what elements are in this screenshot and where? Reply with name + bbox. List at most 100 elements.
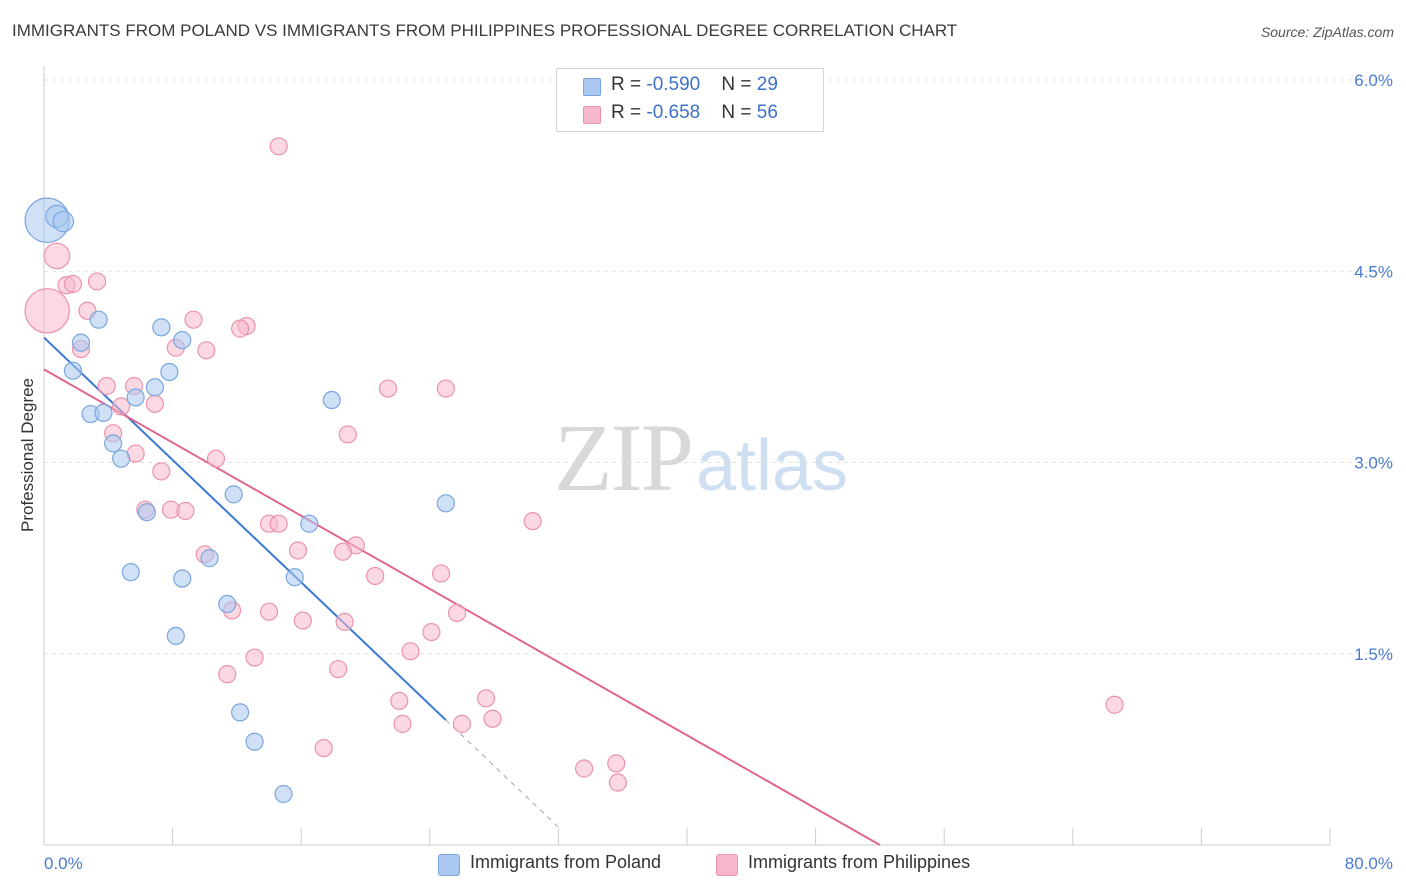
legend-r-label: R =	[611, 102, 647, 123]
philippines-point	[483, 709, 502, 728]
philippines-point	[575, 759, 594, 778]
philippines-point	[197, 341, 216, 360]
poland-point	[322, 390, 341, 410]
y-tick-label: 1.5%	[1354, 645, 1393, 664]
poland-point	[126, 388, 145, 407]
philippines-point	[608, 773, 627, 792]
philippines-point	[145, 394, 165, 413]
philippines-point	[24, 288, 70, 334]
legend-n-value: 29	[756, 74, 778, 95]
poland-legend-label: Immigrants from Poland	[470, 852, 662, 872]
data-points	[24, 137, 1124, 804]
philippines-point	[231, 319, 250, 338]
poland-point	[112, 449, 131, 468]
poland-point	[436, 494, 455, 513]
philippines-point	[335, 612, 354, 631]
gridlines	[44, 79, 1380, 655]
poland-point	[137, 503, 156, 522]
poland-point	[166, 626, 185, 646]
legend-n-label: N =	[721, 102, 757, 123]
poland-point	[94, 403, 113, 422]
poland-point	[52, 210, 75, 233]
poland-swatch	[583, 78, 601, 96]
philippines-point	[288, 541, 308, 560]
legend-r-value: -0.658	[646, 102, 701, 123]
philippines-point	[218, 665, 237, 684]
y-tick-label: 6.0%	[1354, 71, 1393, 90]
philippines-point	[314, 738, 333, 758]
philippines-point	[436, 379, 455, 398]
philippines-legend-swatch	[716, 854, 738, 876]
philippines-point	[184, 310, 203, 329]
y-tick-label: 4.5%	[1354, 262, 1393, 281]
philippines-point	[393, 714, 412, 733]
poland-point	[300, 514, 319, 533]
philippines-point	[448, 603, 467, 623]
philippines-point	[338, 425, 357, 444]
poland-point	[71, 333, 91, 352]
philippines-point	[97, 376, 116, 396]
philippines-point	[269, 137, 288, 156]
poland-point	[104, 434, 123, 453]
tick-labels: 1.5% 3.0% 4.5% 6.0% 0.0% 80.0%	[44, 71, 1393, 873]
philippines-point	[87, 272, 107, 291]
philippines-point	[378, 379, 398, 398]
x-tick-label: 80.0%	[1345, 854, 1393, 873]
poland-point	[145, 378, 165, 397]
philippines-point	[176, 501, 195, 521]
watermark: ZIPatlas	[554, 402, 848, 513]
poland-point	[160, 362, 179, 382]
poland-point	[245, 732, 264, 751]
y-tick-label: 3.0%	[1354, 454, 1393, 473]
philippines-point	[293, 611, 312, 630]
philippines-point	[476, 689, 496, 708]
philippines-swatch	[583, 106, 601, 124]
legend-n-value: 56	[756, 102, 778, 123]
philippines-legend-label: Immigrants from Philippines	[748, 852, 971, 872]
poland-point	[224, 485, 243, 504]
philippines-point	[329, 659, 348, 679]
source-label: Source: ZipAtlas.com	[1260, 24, 1394, 40]
chart-title: IMMIGRANTS FROM POLAND VS IMMIGRANTS FRO…	[12, 21, 958, 40]
legend-r-value: -0.590	[646, 74, 701, 95]
philippines-point	[333, 542, 353, 561]
poland-point	[285, 568, 304, 587]
philippines-point	[401, 642, 420, 661]
philippines-point	[1105, 695, 1124, 714]
philippines-point	[431, 564, 451, 583]
poland-point	[173, 569, 192, 588]
philippines-point	[452, 714, 472, 733]
philippines-point	[63, 274, 83, 294]
philippines-point	[245, 648, 264, 667]
axes	[43, 66, 1331, 846]
watermark-atlas: atlas	[696, 426, 849, 506]
legend-r-label: R =	[611, 74, 647, 95]
poland-point	[121, 563, 140, 582]
philippines-point	[422, 622, 441, 642]
poland-point	[152, 318, 171, 337]
poland-point	[173, 331, 192, 350]
philippines-point	[523, 512, 542, 531]
philippines-point	[112, 397, 131, 416]
watermark-zip: ZIP	[554, 404, 694, 511]
trend-lines	[43, 336, 881, 846]
philippines-point	[607, 754, 626, 773]
correlation-legend: R = -0.590 N = 29 R = -0.658 N = 56	[556, 68, 824, 132]
poland-point	[231, 703, 250, 722]
poland-point	[200, 549, 219, 568]
philippines-point	[206, 449, 226, 468]
poland-point	[218, 594, 237, 614]
philippines-point	[390, 691, 409, 711]
legend-n-label: N =	[721, 74, 757, 95]
philippines-point	[152, 462, 171, 481]
philippines-point	[366, 566, 385, 586]
poland-point	[63, 361, 83, 380]
philippines-point	[259, 602, 279, 621]
poland-trend-extension	[445, 719, 559, 828]
poland-trend-line	[43, 336, 447, 721]
philippines-point	[269, 514, 288, 533]
x-tick-label: 0.0%	[44, 854, 83, 873]
poland-point	[274, 784, 293, 804]
poland-point	[89, 310, 108, 329]
